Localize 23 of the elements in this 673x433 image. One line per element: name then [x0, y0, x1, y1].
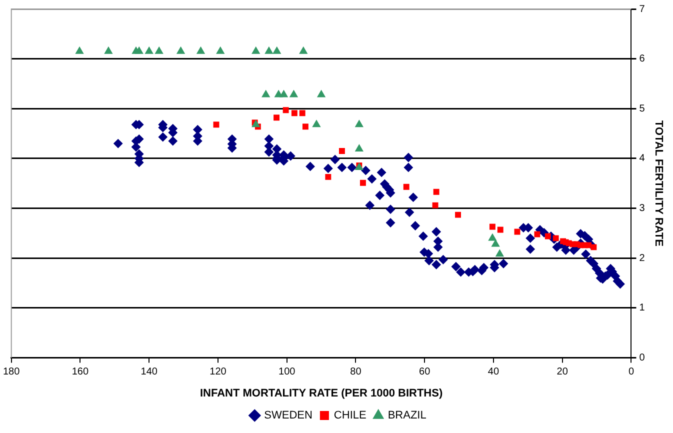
y-tick-label: 5 — [639, 103, 646, 114]
x-tick-label: 80 — [350, 366, 362, 378]
x-axis-title: INFANT MORTALITY RATE (PER 1000 BIRTHS) — [200, 387, 443, 400]
x-tick-label: 120 — [210, 366, 227, 378]
legend-label: SWEDEN — [264, 410, 312, 422]
y-tick-label: 1 — [639, 302, 646, 314]
y-tick-label: 4 — [639, 153, 646, 164]
y-tick-label: 7 — [639, 4, 646, 15]
x-tick-label: 60 — [419, 366, 431, 378]
legend-label: CHILE — [334, 410, 366, 422]
x-tick-label: 20 — [556, 366, 568, 378]
x-tick-label: 100 — [278, 366, 296, 378]
x-tick-label: 140 — [140, 366, 158, 378]
x-tick-label: 180 — [3, 366, 20, 378]
x-tick-label: 40 — [488, 366, 500, 378]
y-tick-label: 3 — [639, 203, 646, 214]
y-axis-title: TOTAL FERTILITY RATE — [652, 120, 664, 246]
x-tick-label: 160 — [72, 366, 89, 378]
y-tick-label: 6 — [639, 54, 646, 65]
y-tick-label: 0 — [639, 352, 646, 364]
y-tick-label: 2 — [639, 252, 646, 264]
x-tick-label: 0 — [628, 366, 634, 378]
legend-label: BRAZIL — [388, 410, 426, 422]
